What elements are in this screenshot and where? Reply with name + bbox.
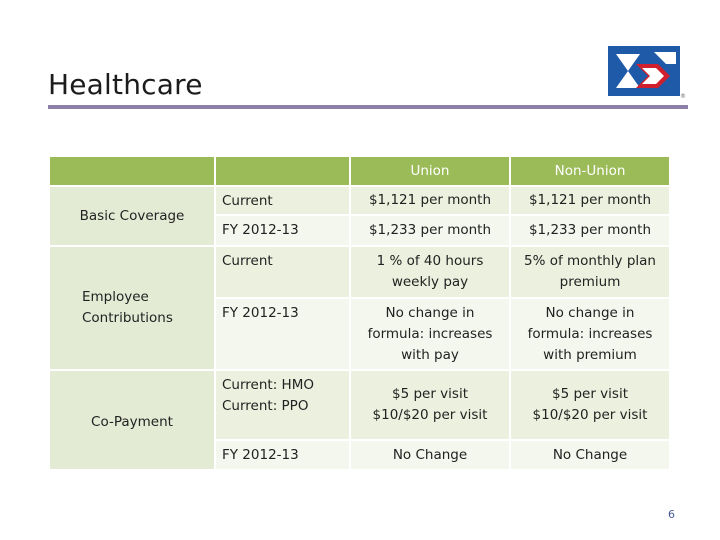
row-label: FY 2012-13 bbox=[214, 214, 351, 247]
union-value: No Change bbox=[349, 439, 511, 471]
page-number: 6 bbox=[668, 508, 675, 521]
table-header-row: Union Non-Union bbox=[48, 155, 671, 187]
row-label: Current bbox=[214, 185, 351, 216]
table-row: Co-Payment Current: HMO Current: PPO $5 … bbox=[48, 369, 671, 471]
table-row: FY 2012-13 No change in formula: increas… bbox=[49, 297, 671, 371]
category-co-payment: Co-Payment bbox=[48, 369, 216, 471]
nonunion-value: 5% of monthly plan premium bbox=[509, 245, 671, 299]
category-employee-contributions: Employee Contributions bbox=[48, 245, 216, 371]
category-basic-coverage: Basic Coverage bbox=[48, 185, 216, 247]
header-cell-union: Union bbox=[349, 155, 511, 187]
table-row: Basic Coverage Current $1,121 per month … bbox=[48, 185, 671, 247]
union-value: $1,121 per month bbox=[349, 185, 511, 216]
nonunion-value: $1,121 per month bbox=[509, 185, 671, 216]
row-label: Current bbox=[214, 245, 351, 299]
row-label: FY 2012-13 bbox=[214, 297, 351, 371]
row-label: Current: HMO Current: PPO bbox=[214, 369, 351, 441]
slide-title: Healthcare bbox=[48, 68, 203, 101]
title-divider bbox=[48, 105, 688, 109]
table-row: FY 2012-13 No Change No Change bbox=[49, 439, 671, 471]
nonunion-value: No change in formula: increases with pre… bbox=[509, 297, 671, 371]
union-value: $5 per visit $10/$20 per visit bbox=[349, 369, 511, 441]
registered-mark: ® bbox=[680, 93, 686, 100]
union-value: No change in formula: increases with pay bbox=[349, 297, 511, 371]
union-value: $1,233 per month bbox=[349, 214, 511, 247]
row-label: FY 2012-13 bbox=[214, 439, 351, 471]
nonunion-value: $1,233 per month bbox=[509, 214, 671, 247]
header-cell-category bbox=[48, 155, 216, 187]
logo: ® bbox=[606, 42, 686, 100]
nonunion-value: $5 per visit $10/$20 per visit bbox=[509, 369, 671, 441]
header-cell-period bbox=[214, 155, 351, 187]
table-row: Employee Contributions Current 1 % of 40… bbox=[48, 245, 671, 371]
healthcare-table: Union Non-Union Basic Coverage Current $… bbox=[48, 155, 671, 471]
union-value: 1 % of 40 hours weekly pay bbox=[349, 245, 511, 299]
nonunion-value: No Change bbox=[509, 439, 671, 471]
septa-logo-icon bbox=[608, 46, 680, 96]
table-row: FY 2012-13 $1,233 per month $1,233 per m… bbox=[49, 214, 671, 247]
header-cell-nonunion: Non-Union bbox=[509, 155, 671, 187]
